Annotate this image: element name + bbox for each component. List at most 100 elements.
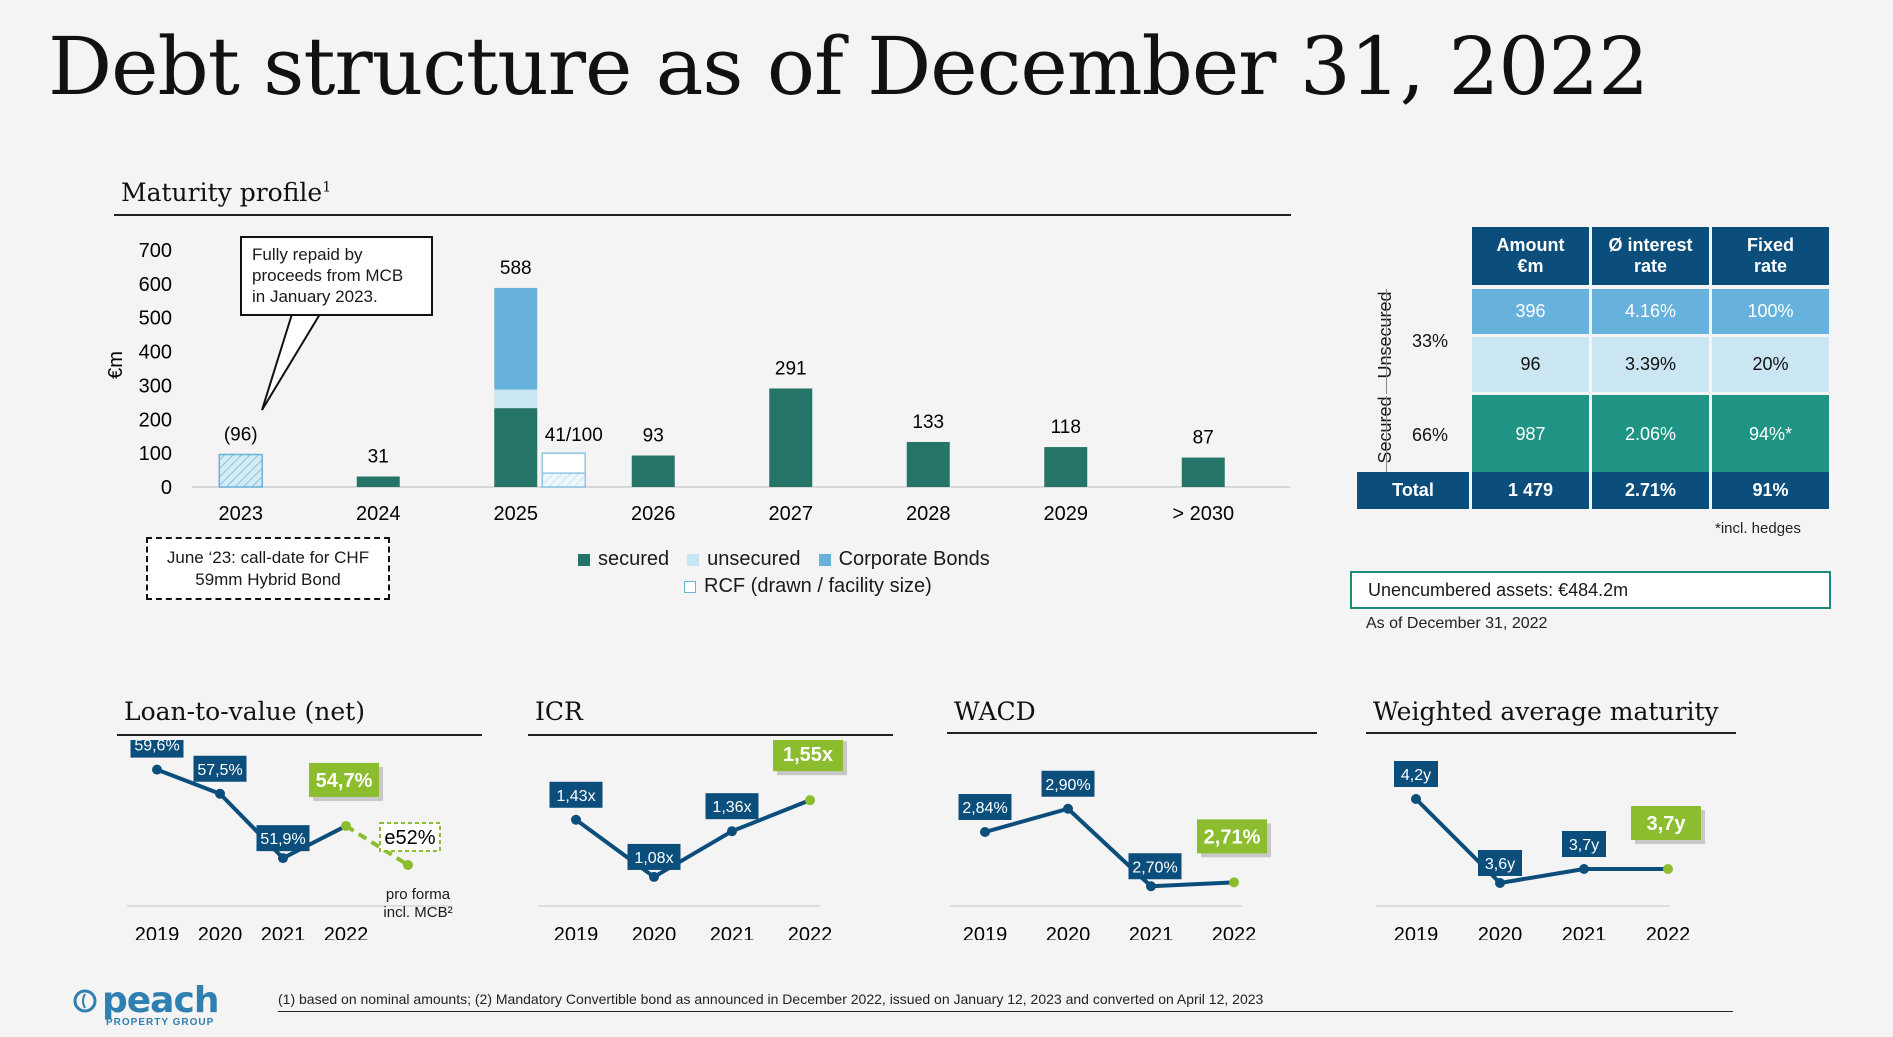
ltv-label-box: [256, 825, 310, 852]
rcf-label: 41/100: [545, 425, 603, 446]
wam-point: [1579, 864, 1589, 874]
legend-swatch-rcf: [684, 580, 696, 593]
wacd-label-box: [1197, 819, 1267, 854]
total-rate: 2.71%: [1592, 472, 1709, 509]
maturity-legend: secured unsecured Corporate Bonds RCF (d…: [578, 546, 1002, 600]
maturity-title-text: Maturity profile: [121, 178, 323, 207]
icr-rule: [528, 734, 893, 736]
bar-secured: [906, 441, 950, 487]
divider-secured: [1386, 396, 1387, 474]
legend-label-unsecured: unsecured: [707, 548, 801, 570]
wam-x-label: 2022: [1646, 924, 1691, 940]
y-tick-label: 500: [139, 308, 172, 330]
icr-point: [805, 795, 815, 806]
wacd-rule: [947, 732, 1317, 734]
legend-label-rcf: RCF (drawn / facility size): [704, 575, 932, 597]
ltv-value-label: 57,5%: [197, 762, 242, 779]
ltv-pro-forma-box: [379, 822, 441, 852]
ltv-x-label: 2020: [198, 924, 243, 940]
cell-rate-r1: 4.16%: [1592, 289, 1709, 334]
legend-secured: secured: [578, 548, 669, 571]
as-of-date: As of December 31, 2022: [1366, 615, 1548, 632]
wacd-line: [984, 806, 1235, 889]
bar-secured: [1044, 447, 1088, 487]
callout-pointer: [261, 313, 321, 411]
wacd-title: WACD: [954, 697, 1036, 726]
maturity-title-sup: 1: [322, 179, 332, 196]
cell-fixed-r2: 20%: [1712, 337, 1829, 392]
ltv-label-box: [130, 740, 184, 758]
wam-label-box: [1631, 806, 1701, 840]
divider-unsecured: [1386, 289, 1387, 394]
legend-corporate-bonds: Corporate Bonds: [818, 548, 990, 571]
y-axis-label: €m: [105, 351, 127, 379]
legend-swatch-unsecured: [687, 553, 700, 566]
bar-rcf-drawn: [541, 472, 586, 488]
icr-value-label: 1,08x: [634, 850, 673, 867]
wam-label-box: [1478, 850, 1522, 876]
bar-value-label: 118: [1051, 417, 1081, 438]
bar-value-label: 87: [1193, 428, 1214, 449]
icr-x-label: 2020: [632, 924, 677, 940]
logo-word: peach: [102, 980, 219, 1021]
maturity-title: Maturity profile1: [121, 178, 331, 207]
wacd-value-label: 2,70%: [1132, 859, 1177, 876]
icr-value-label: 1,36x: [712, 799, 751, 816]
wam-point: [1495, 878, 1505, 888]
x-tick-label: > 2030: [1172, 503, 1234, 525]
table-header-interest-text: Ø interest rate: [1608, 235, 1693, 276]
table-header-amount: Amount €m: [1472, 227, 1589, 285]
bar-value-label: 31: [368, 447, 389, 468]
callout-hybrid-bond: June ‘23: call-date for CHF 59mm Hybrid …: [146, 537, 390, 600]
wacd-label-box: [1128, 853, 1182, 880]
ltv-label-box: [193, 755, 247, 782]
y-tick-label: 700: [139, 240, 172, 262]
share-unsecured: 33%: [1411, 331, 1449, 351]
bar-value-label: 93: [643, 426, 664, 447]
ltv-value-label: 59,6%: [134, 740, 179, 755]
legend-rcf: RCF (drawn / facility size): [684, 575, 932, 598]
hedges-note: *incl. hedges: [1715, 520, 1801, 537]
icr-point: [649, 871, 659, 882]
icr-x-label: 2022: [788, 924, 833, 940]
legend-swatch-corporate-bonds: [818, 553, 831, 566]
total-label: Total: [1357, 472, 1469, 509]
x-tick-label: 2027: [769, 503, 814, 525]
wacd-point: [980, 827, 990, 837]
wam-label-box: [1394, 761, 1438, 787]
legend-label-corporate-bonds: Corporate Bonds: [838, 548, 990, 570]
y-tick-label: 200: [139, 409, 172, 431]
bar-secured: [356, 476, 400, 487]
wacd-value-label: 2,90%: [1045, 777, 1090, 794]
bar-secured: [1181, 457, 1225, 487]
icr-value-label: 1,43x: [556, 788, 595, 805]
cell-fixed-r3: 94%*: [1712, 395, 1829, 474]
ltv-label-box: [309, 762, 379, 797]
y-tick-label: 100: [139, 443, 172, 465]
bar-secured: [494, 408, 538, 487]
wam-line: [1414, 797, 1668, 885]
y-tick-label: 400: [139, 342, 172, 364]
wam-value-label: 4,2y: [1401, 767, 1431, 784]
wam-value-label: 3,7y: [1647, 813, 1687, 835]
x-tick-label: 2025: [494, 503, 539, 525]
icr-line: [574, 798, 811, 879]
wam-rule: [1366, 732, 1736, 734]
wacd-x-label: 2019: [963, 924, 1008, 940]
table-header-fixed-text: Fixed rate: [1746, 235, 1794, 276]
ltv-x-label: 2021: [261, 924, 306, 940]
ltv-point: [152, 764, 162, 775]
wam-title: Weighted average maturity: [1373, 697, 1719, 726]
legend-unsecured: unsecured: [687, 548, 801, 571]
icr-label-box: [773, 740, 843, 772]
x-tick-label: 2024: [356, 503, 401, 525]
icr-value-label: 1,55x: [783, 744, 833, 766]
wam-value-label: 3,7y: [1569, 837, 1599, 854]
icr-point: [571, 814, 581, 825]
x-tick-label: 2029: [1044, 503, 1089, 525]
bar-value-label: 291: [775, 358, 807, 379]
table-header-interest: Ø interest rate: [1592, 227, 1709, 285]
ltv-value-label: 54,7%: [316, 770, 373, 792]
wam-point: [1663, 864, 1673, 874]
ltv-line: [156, 767, 347, 861]
